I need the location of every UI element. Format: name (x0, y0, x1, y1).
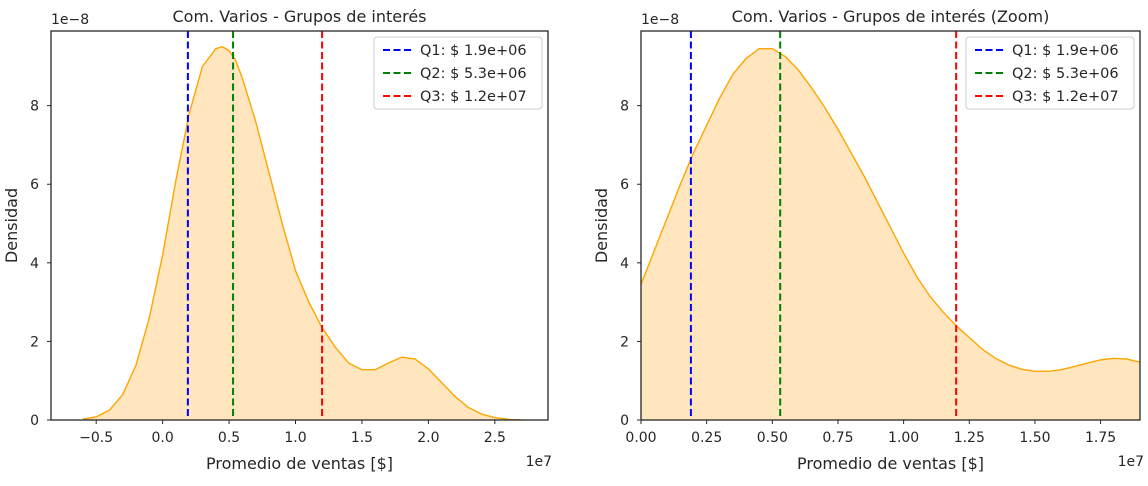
x-tick-label: 0.00 (625, 430, 656, 446)
axes-frame (640, 30, 1141, 421)
x-tick-label: −0.5 (79, 430, 113, 446)
legend-box (373, 36, 543, 110)
chart-title: Com. Varios - Grupos de interés (Zoom) (732, 7, 1050, 26)
x-tick-label: 1.50 (1019, 430, 1050, 446)
y-tick-label: 6 (620, 177, 629, 193)
y-tick-label: 6 (30, 177, 39, 193)
legend-box (965, 36, 1135, 110)
plot-area (82, 31, 522, 420)
plot-area (641, 31, 1140, 420)
y-tick-label: 2 (620, 334, 629, 350)
y-offset-label: 1e−8 (51, 12, 89, 28)
chart-1: −0.5 0.0 0.5 1.0 1.5 2.0 2.5 0 2 4 6 8 1e−8 1e7 Com. V… (2, 7, 552, 473)
y-tick-label: 0 (620, 413, 629, 429)
x-offset-label: 1e7 (526, 454, 552, 470)
chart-2: 0.00 0.25 0.50 0.75 1.00 1.25 1.50 1.75 0 2 4 6 8 1e−… (592, 7, 1144, 473)
y-tick-label: 4 (30, 256, 39, 272)
x-tick-label: 0.50 (757, 430, 788, 446)
axes-frame (50, 30, 549, 421)
x-axis-label: Promedio de ventas [$] (206, 454, 393, 473)
x-tick-label: 1.0 (284, 430, 306, 446)
x-offset-label: 1e7 (1118, 454, 1144, 470)
legend: Q1: $ 1.9e+06 Q2: $ 5.3e+06 Q3: $ 1.2e+07 (965, 36, 1135, 110)
legend-label-q3: Q3: $ 1.2e+07 (1012, 89, 1119, 105)
x-tick-label: 1.5 (351, 430, 373, 446)
legend-label-q1: Q1: $ 1.9e+06 (420, 43, 527, 59)
y-tick-label: 8 (30, 99, 39, 115)
x-tick-label: 0.5 (218, 430, 240, 446)
y-axis-label: Densidad (592, 188, 611, 263)
legend-label-q2: Q2: $ 5.3e+06 (420, 66, 527, 82)
legend-label-q2: Q2: $ 5.3e+06 (1012, 66, 1119, 82)
x-tick-label: 0.25 (691, 430, 722, 446)
y-offset-label: 1e−8 (641, 12, 679, 28)
legend-label-q1: Q1: $ 1.9e+06 (1012, 43, 1119, 59)
y-tick-label: 4 (620, 256, 629, 272)
y-tick-label: 0 (30, 413, 39, 429)
density-line (641, 47, 1140, 372)
density-fill (82, 46, 522, 420)
y-axis-label: Densidad (2, 188, 21, 263)
density-line (82, 46, 522, 420)
y-tick-label: 2 (30, 334, 39, 350)
x-tick-label: 0.75 (822, 430, 853, 446)
x-tick-label: 1.00 (888, 430, 919, 446)
x-tick-label: 1.25 (954, 430, 985, 446)
x-tick-label: 0.0 (151, 430, 173, 446)
density-fill (641, 48, 1140, 420)
chart-title: Com. Varios - Grupos de interés (173, 7, 427, 26)
y-tick-label: 8 (620, 99, 629, 115)
x-axis-label: Promedio de ventas [$] (797, 454, 984, 473)
x-tick-label: 2.5 (484, 430, 506, 446)
legend: Q1: $ 1.9e+06 Q2: $ 5.3e+06 Q3: $ 1.2e+07 (373, 36, 543, 110)
x-tick-label: 1.75 (1085, 430, 1116, 446)
legend-label-q3: Q3: $ 1.2e+07 (420, 89, 527, 105)
x-tick-label: 2.0 (417, 430, 439, 446)
